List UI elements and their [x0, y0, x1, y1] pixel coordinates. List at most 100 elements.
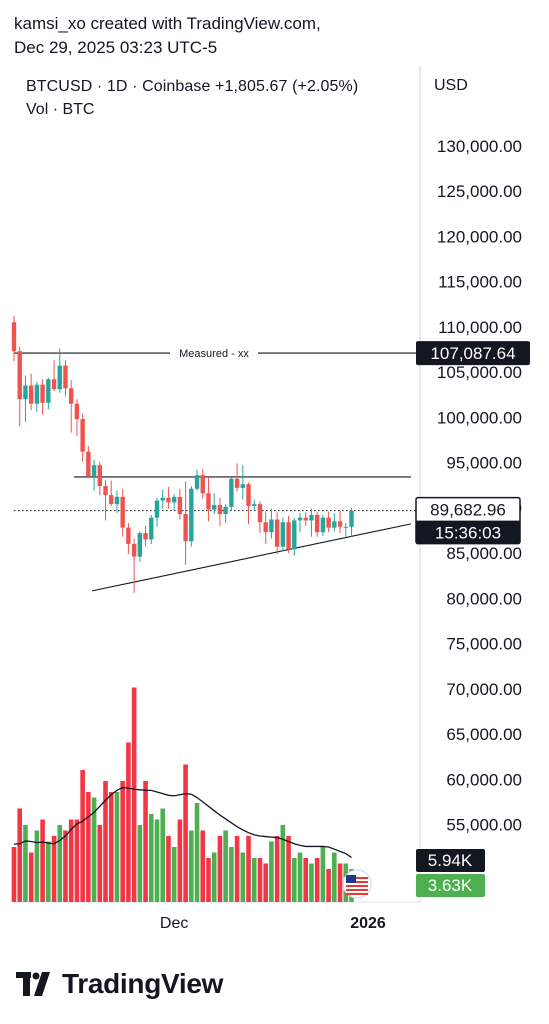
volume-bar [166, 836, 171, 902]
volume-bar [11, 847, 17, 902]
last-price-label: 89,682.96 [430, 501, 506, 520]
candle-body [86, 451, 91, 477]
candle-body [274, 519, 280, 547]
measured-price-label: 107,087.64 [430, 344, 515, 363]
volume-bar [332, 852, 337, 902]
us-flag-stripe [346, 885, 368, 887]
y-tick-label: 115,000.00 [438, 273, 522, 292]
candle-body [320, 517, 326, 533]
candle-body [257, 504, 263, 523]
candle-body [126, 527, 131, 544]
volume-bar [229, 847, 234, 902]
candle-body [91, 465, 97, 477]
candle-body [332, 521, 337, 528]
candle-body [217, 505, 223, 515]
volume-bar [194, 803, 200, 902]
candle-body [234, 478, 240, 488]
volume-current-label-bg [416, 874, 485, 897]
volume-bar [320, 847, 326, 902]
candle-body [194, 475, 200, 489]
volume-bar [63, 830, 68, 902]
candle-body [206, 493, 211, 510]
x-tick-label: Dec [160, 915, 188, 932]
y-tick-label: 95,000.00 [446, 454, 522, 473]
candle-body [309, 514, 314, 521]
volume-bar [74, 819, 80, 902]
candle-body [166, 497, 171, 503]
us-flag-stripe [346, 881, 368, 883]
measured-price-label-bg [416, 341, 530, 366]
volume-bar [51, 836, 57, 902]
tradingview-brand-name: TradingView [62, 968, 224, 999]
volume-bar [200, 830, 206, 902]
candle-body [177, 496, 183, 515]
volume-bar [148, 814, 154, 902]
candle-body [212, 505, 217, 510]
candle-body [103, 486, 108, 496]
candle-body [23, 385, 28, 400]
candle-body [40, 384, 45, 403]
volume-bar [309, 863, 314, 902]
volume-ma-label: 5.94K [428, 851, 473, 870]
us-flag-stripe [346, 893, 368, 895]
candle-body [303, 517, 308, 521]
us-flag-icon [342, 869, 372, 899]
y-tick-label: 80,000.00 [446, 589, 522, 608]
volume-bar [114, 792, 120, 902]
candle-body [143, 533, 148, 540]
y-tick-label: 125,000.00 [437, 182, 522, 201]
candle-body [286, 522, 291, 550]
candle-body [171, 496, 177, 503]
volume-ma-line [13, 786, 352, 858]
measured-line-label: Measured - xx [179, 348, 249, 360]
volume-bar [269, 841, 274, 902]
volume-bar [286, 836, 291, 902]
volume-bar [86, 792, 91, 902]
candle-body [74, 403, 80, 420]
candle-body [263, 522, 268, 533]
volume-bar [143, 781, 148, 902]
countdown-label-bg [416, 520, 520, 544]
volume-bar [217, 836, 223, 902]
volume-bar [177, 819, 183, 902]
volume-indicator-label[interactable]: Vol · BTC [26, 101, 95, 118]
candle-body [63, 365, 68, 389]
y-tick-label: 105,000.00 [437, 363, 522, 382]
volume-bar [126, 742, 131, 902]
candle-body [69, 388, 74, 404]
candle-body [189, 488, 194, 542]
candle-body [252, 504, 257, 506]
candle-body [160, 497, 165, 501]
y-tick-label: 75,000.00 [446, 635, 522, 654]
candle-body [246, 484, 251, 506]
support-trendline [91, 523, 412, 592]
y-tick-label: 120,000.00 [437, 227, 522, 246]
volume-bar [246, 836, 251, 902]
candle-body [240, 484, 245, 488]
candle-body [51, 379, 57, 390]
candle-body [343, 526, 348, 528]
price-chart[interactable]: USD Measured - xx 130,000.00 125,000.00 12… [0, 0, 549, 950]
tradingview-logo-icon [16, 972, 50, 996]
candle-body [57, 365, 62, 390]
volume-bar [303, 858, 309, 902]
volume-bar [108, 792, 114, 902]
volume-bar [189, 830, 194, 902]
candle-body [269, 519, 274, 533]
volume-bar [223, 830, 228, 902]
volume-bar [34, 830, 40, 902]
candle-body [326, 517, 331, 528]
volume-ma-label-bg [416, 849, 485, 872]
candle-body [149, 517, 154, 540]
candle-body [97, 465, 102, 487]
candle-body [223, 506, 228, 515]
candle-body [229, 478, 234, 507]
y-tick-label: 85,000.00 [446, 544, 522, 563]
tradingview-logo[interactable]: TradingView [16, 966, 223, 1002]
symbol-info[interactable]: BTCUSD · 1D · Coinbase +1,805.67 (+2.05%… [26, 78, 359, 95]
candle-body [109, 495, 114, 505]
volume-bar [251, 858, 257, 902]
volume-bar [91, 797, 97, 902]
volume-bar [297, 852, 303, 902]
x-tick-label: 2026 [350, 915, 386, 932]
